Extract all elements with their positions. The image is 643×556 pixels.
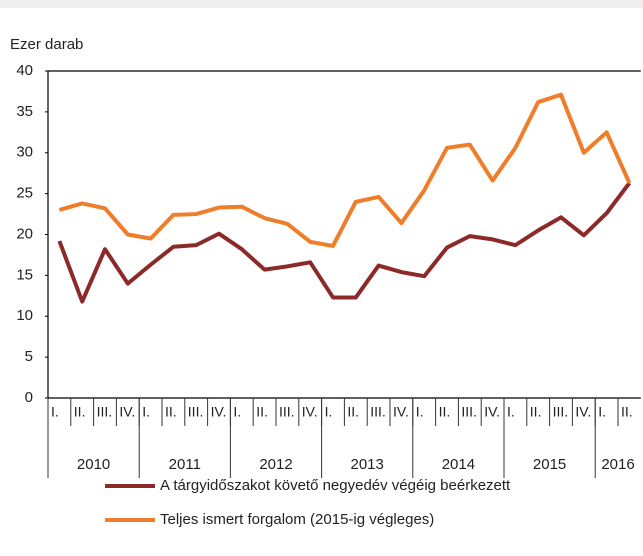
x-tick-label: IV. (575, 404, 591, 420)
x-tick-label: III. (279, 404, 295, 420)
x-tick-label: I. (598, 404, 606, 420)
year-label: 2016 (601, 456, 634, 473)
y-tick-label: 15 (16, 266, 33, 283)
x-tick-label: IV. (484, 404, 500, 420)
series-line (57, 181, 631, 304)
legend-label: A tárgyidőszakot követő negyedév végéig … (160, 477, 511, 494)
year-label: 2012 (259, 456, 292, 473)
x-tick-label: II. (439, 404, 451, 420)
x-tick-label: IV. (302, 404, 318, 420)
x-tick-label: II. (530, 404, 542, 420)
x-tick-label: III. (188, 404, 204, 420)
x-tick-label: II. (256, 404, 268, 420)
x-tick-label: IV. (211, 404, 227, 420)
x-tick-label: III. (370, 404, 386, 420)
x-tick-label: II. (621, 404, 633, 420)
legend-label: Teljes ismert forgalom (2015-ig végleges… (160, 511, 434, 528)
y-tick-label: 25 (16, 185, 33, 202)
y-axis-label: Ezer darab (10, 36, 83, 53)
x-tick-label: I. (507, 404, 515, 420)
y-tick-label: 20 (16, 225, 33, 242)
y-tick-label: 30 (16, 144, 33, 161)
series-line (58, 92, 632, 248)
y-tick-label: 40 (16, 62, 33, 79)
x-tick-label: III. (461, 404, 477, 420)
x-tick-label: I. (51, 404, 59, 420)
x-tick-label: II. (165, 404, 177, 420)
y-tick-label: 0 (25, 389, 33, 406)
top-band (0, 0, 643, 8)
y-tick-label: 35 (16, 103, 33, 120)
x-tick-label: III. (553, 404, 569, 420)
x-tick-label: IV. (119, 404, 135, 420)
x-tick-label: III. (97, 404, 113, 420)
year-label: 2014 (442, 456, 475, 473)
y-tick-label: 10 (16, 307, 33, 324)
x-tick-label: IV. (393, 404, 409, 420)
year-label: 2013 (351, 456, 384, 473)
x-tick-label: I. (416, 404, 424, 420)
year-label: 2011 (169, 456, 201, 473)
x-tick-label: I. (325, 404, 333, 420)
x-tick-label: II. (347, 404, 359, 420)
y-tick-label: 5 (25, 348, 33, 365)
year-label: 2015 (533, 456, 566, 473)
x-tick-label: II. (74, 404, 86, 420)
x-tick-label: I. (233, 404, 241, 420)
year-label: 2010 (77, 456, 110, 473)
x-tick-label: I. (142, 404, 150, 420)
